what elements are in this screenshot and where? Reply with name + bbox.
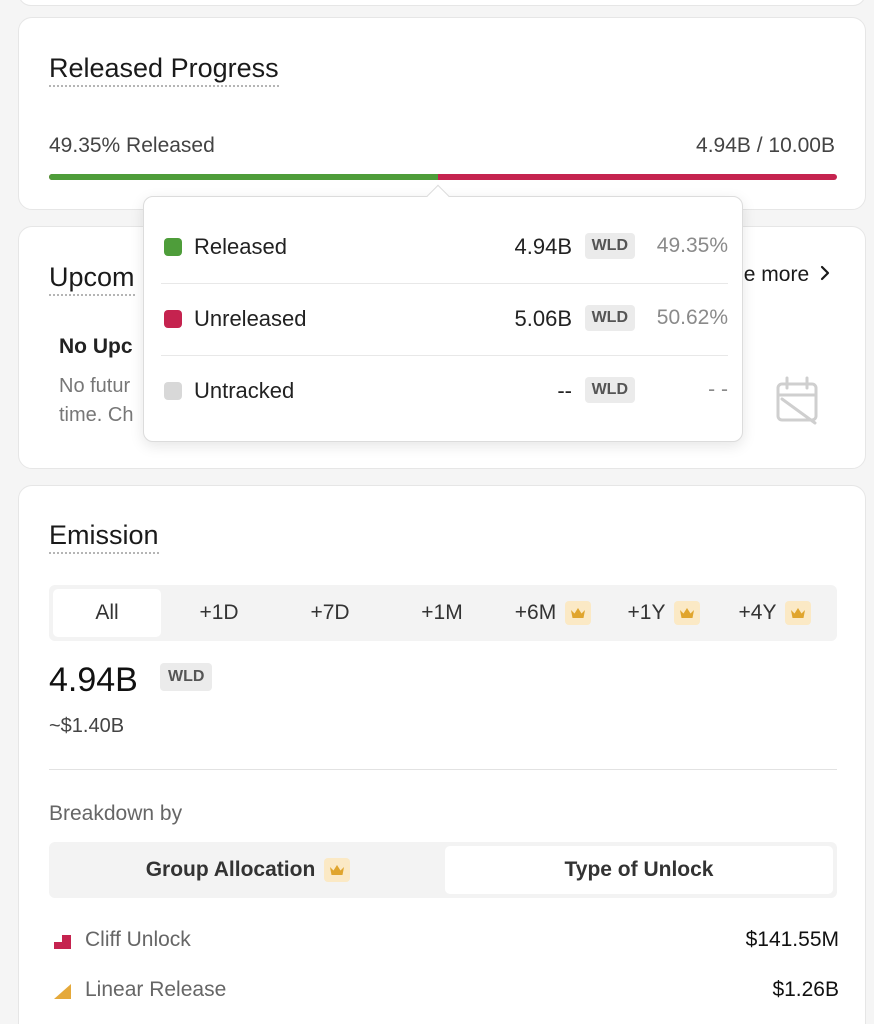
calendar-off-icon — [773, 375, 821, 427]
see-more-link[interactable]: e more — [744, 263, 831, 287]
previous-card — [18, 0, 866, 6]
emission-amount: 4.94B — [49, 661, 138, 699]
breakdown-label: Breakdown by — [49, 802, 183, 825]
legend-label: Cliff Unlock — [85, 928, 191, 951]
token-badge: WLD — [584, 233, 635, 259]
emission-card: Emission All +1D +7D +1M +6M +1Y +4Y 4.9… — [18, 485, 866, 1024]
empty-state-description: No futur time. Ch — [59, 375, 134, 426]
tab-all[interactable]: All — [53, 589, 161, 637]
cliff-icon — [53, 932, 73, 950]
tooltip-row-label: Unreleased — [194, 306, 307, 331]
group-allocation-label: Group Allocation — [145, 858, 316, 881]
release-progress-bar[interactable] — [49, 174, 837, 180]
tab-label: +1M — [421, 601, 463, 624]
release-progress-fill — [49, 174, 438, 180]
tooltip-row-label: Untracked — [194, 378, 295, 403]
legend-label: Linear Release — [85, 978, 227, 1001]
tab-4y[interactable]: +4Y — [721, 589, 829, 637]
tab-label: +6M — [514, 601, 557, 624]
token-badge: WLD — [584, 377, 635, 403]
released-swatch — [164, 238, 182, 256]
tooltip-row-amount: -- — [557, 378, 572, 403]
tab-label: All — [95, 601, 119, 624]
released-progress-title[interactable]: Released Progress — [49, 52, 279, 87]
tooltip-row-amount: 4.94B — [514, 234, 573, 259]
tab-1m[interactable]: +1M — [388, 589, 496, 637]
tab-label: +1Y — [627, 601, 666, 624]
tooltip-row-percent: - - — [708, 378, 728, 401]
legend-item-cliff-unlock[interactable]: Cliff Unlock $141.55M — [49, 926, 839, 956]
tooltip-row-untracked: Untracked -- WLD - - — [161, 355, 728, 427]
tab-label: +1D — [199, 601, 239, 624]
section-divider — [49, 769, 837, 770]
emission-title[interactable]: Emission — [49, 519, 159, 554]
tooltip-row-label: Released — [194, 234, 287, 259]
unreleased-swatch — [164, 310, 182, 328]
tab-1d[interactable]: +1D — [165, 589, 273, 637]
empty-state-title: No Upc — [59, 335, 133, 358]
type-of-unlock-label: Type of Unlock — [564, 858, 714, 881]
crown-icon — [565, 601, 592, 625]
tab-label: +4Y — [738, 601, 777, 624]
token-badge: WLD — [160, 663, 213, 691]
emission-range-tabs: All +1D +7D +1M +6M +1Y +4Y — [49, 585, 837, 641]
released-progress-card: Released Progress 49.35% Released 4.94B … — [18, 17, 866, 210]
upcoming-title[interactable]: Upcom — [49, 261, 135, 296]
legend-item-linear-release[interactable]: Linear Release $1.26B — [49, 976, 839, 1006]
tooltip-row-percent: 49.35% — [656, 234, 728, 257]
crown-icon — [674, 601, 701, 625]
tooltip-row-percent: 50.62% — [656, 306, 728, 329]
untracked-swatch — [164, 382, 182, 400]
tooltip-divider — [161, 355, 728, 356]
type-of-unlock-button[interactable]: Type of Unlock — [445, 846, 833, 894]
linear-icon — [53, 982, 73, 1000]
crown-icon — [785, 601, 812, 625]
token-badge: WLD — [584, 305, 635, 331]
tab-label: +7D — [310, 601, 350, 624]
group-allocation-button[interactable]: Group Allocation — [53, 846, 443, 894]
tooltip-divider — [161, 283, 728, 284]
legend-value: $141.55M — [745, 928, 839, 951]
tooltip-row-unreleased: Unreleased 5.06B WLD 50.62% — [161, 283, 728, 355]
released-amount-label: 4.94B / 10.00B — [696, 134, 835, 157]
tooltip-row-amount: 5.06B — [514, 306, 573, 331]
crown-icon — [324, 858, 351, 882]
released-percent-label: 49.35% Released — [49, 134, 215, 157]
tooltip-row-released: Released 4.94B WLD 49.35% — [161, 211, 728, 283]
emission-usd-value: ~$1.40B — [49, 715, 125, 737]
legend-value: $1.26B — [772, 978, 839, 1001]
tab-7d[interactable]: +7D — [276, 589, 384, 637]
tab-1y[interactable]: +1Y — [610, 589, 718, 637]
chevron-right-icon — [819, 263, 831, 287]
release-breakdown-tooltip: Released 4.94B WLD 49.35% Unreleased 5.0… — [143, 184, 743, 442]
see-more-label: e more — [743, 263, 810, 286]
breakdown-toggle: Group Allocation Type of Unlock — [49, 842, 837, 898]
tab-6m[interactable]: +6M — [499, 589, 607, 637]
